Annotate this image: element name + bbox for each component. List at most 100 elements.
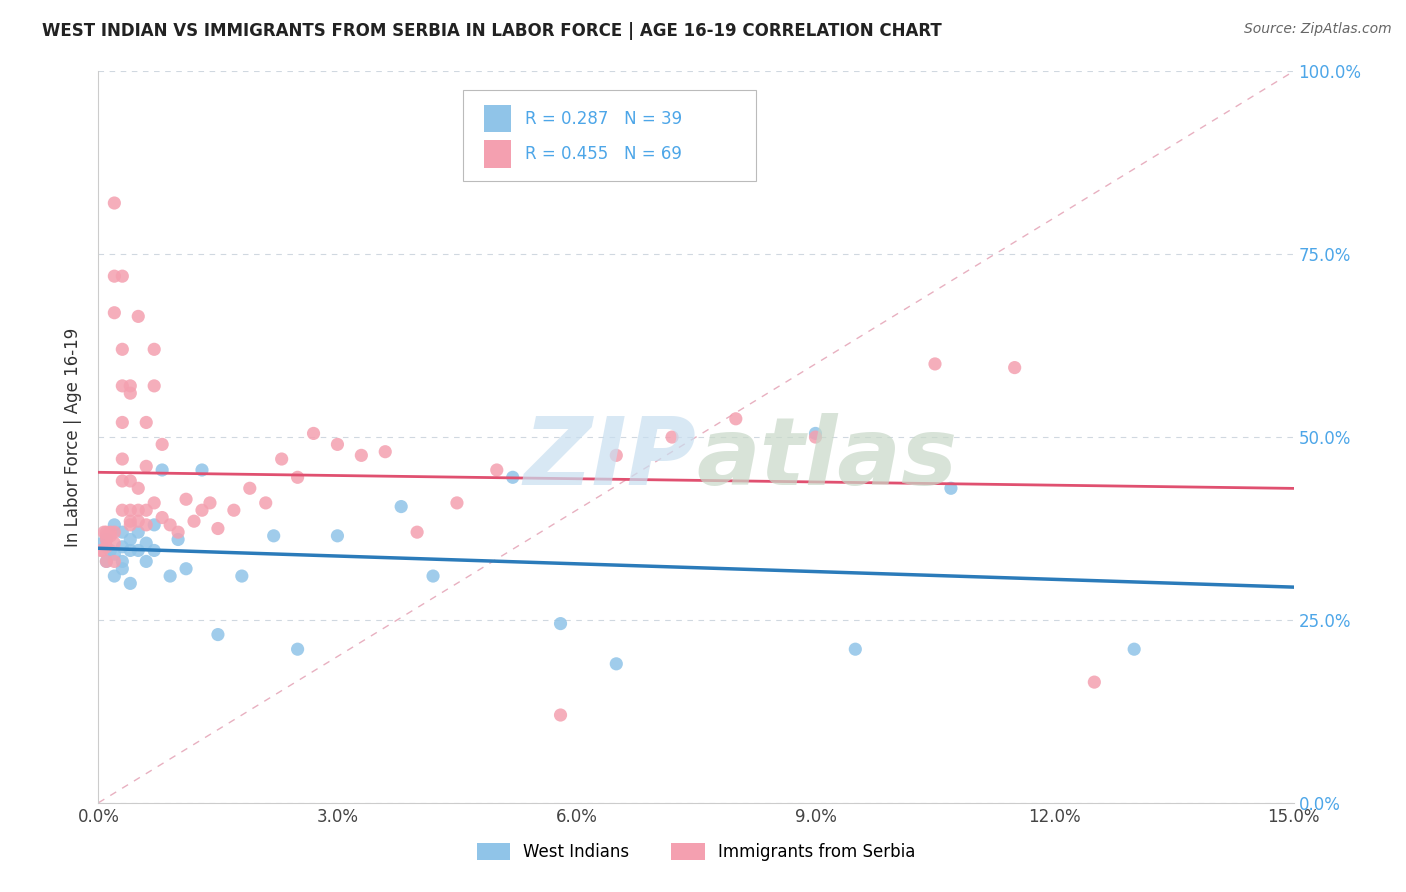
Point bbox=[111, 474, 134, 488]
Point bbox=[143, 343, 166, 357]
Point bbox=[446, 496, 468, 510]
Text: Source: ZipAtlas.com: Source: ZipAtlas.com bbox=[1244, 22, 1392, 37]
Point bbox=[135, 554, 157, 568]
Point bbox=[120, 474, 142, 488]
Point bbox=[111, 343, 134, 357]
Text: atlas: atlas bbox=[696, 413, 957, 505]
Point bbox=[174, 562, 197, 576]
Point bbox=[135, 503, 157, 517]
Point bbox=[111, 562, 134, 576]
Point bbox=[111, 379, 134, 393]
Point bbox=[111, 554, 134, 568]
Point bbox=[111, 269, 134, 284]
Point bbox=[120, 517, 142, 532]
Point bbox=[183, 514, 205, 528]
Point bbox=[191, 503, 214, 517]
Point bbox=[302, 426, 325, 441]
Point bbox=[550, 616, 572, 631]
Point bbox=[159, 517, 181, 532]
Point bbox=[120, 576, 142, 591]
Point bbox=[485, 463, 508, 477]
Text: R = 0.455   N = 69: R = 0.455 N = 69 bbox=[524, 145, 682, 163]
Point bbox=[167, 525, 190, 540]
Point bbox=[174, 492, 197, 507]
Text: ZIP: ZIP bbox=[523, 413, 696, 505]
Point bbox=[103, 269, 125, 284]
Point bbox=[143, 543, 166, 558]
Point bbox=[103, 547, 125, 561]
Point bbox=[93, 525, 115, 540]
Point bbox=[924, 357, 946, 371]
Point bbox=[135, 459, 157, 474]
Point bbox=[1083, 675, 1105, 690]
Point bbox=[98, 543, 122, 558]
Point bbox=[231, 569, 253, 583]
Point bbox=[127, 525, 149, 540]
Text: R = 0.287   N = 39: R = 0.287 N = 39 bbox=[524, 110, 682, 128]
Point bbox=[98, 529, 122, 543]
Point bbox=[127, 310, 149, 324]
Point bbox=[287, 470, 309, 484]
Point bbox=[159, 569, 181, 583]
Point bbox=[111, 525, 134, 540]
Point bbox=[127, 503, 149, 517]
Point bbox=[605, 448, 627, 462]
Point bbox=[605, 657, 627, 671]
Point bbox=[198, 496, 221, 510]
Point bbox=[127, 514, 149, 528]
Point bbox=[191, 463, 214, 477]
Point bbox=[150, 463, 173, 477]
Point bbox=[326, 437, 349, 451]
Point bbox=[143, 496, 166, 510]
Point bbox=[270, 452, 292, 467]
Point bbox=[287, 642, 309, 657]
Point bbox=[103, 517, 125, 532]
Point bbox=[96, 554, 118, 568]
Point bbox=[374, 444, 396, 458]
Point bbox=[143, 517, 166, 532]
Point bbox=[389, 500, 412, 514]
Point bbox=[120, 543, 142, 558]
Point bbox=[120, 386, 142, 401]
Point bbox=[120, 514, 142, 528]
Point bbox=[422, 569, 444, 583]
Point bbox=[804, 430, 827, 444]
Point bbox=[502, 470, 524, 484]
Point bbox=[350, 448, 373, 462]
Point bbox=[222, 503, 245, 517]
Point bbox=[111, 540, 134, 554]
Point bbox=[127, 543, 149, 558]
Point bbox=[661, 430, 683, 444]
Point bbox=[120, 379, 142, 393]
Point bbox=[111, 452, 134, 467]
Point bbox=[724, 412, 747, 426]
Point bbox=[91, 543, 114, 558]
Point bbox=[103, 569, 125, 583]
Point bbox=[96, 540, 118, 554]
Point bbox=[103, 536, 125, 550]
Point bbox=[120, 533, 142, 547]
Point bbox=[96, 533, 118, 547]
FancyBboxPatch shape bbox=[463, 90, 756, 181]
Point bbox=[103, 196, 125, 211]
Point bbox=[326, 529, 349, 543]
FancyBboxPatch shape bbox=[485, 104, 510, 132]
Point bbox=[207, 627, 229, 641]
Point bbox=[111, 416, 134, 430]
Point bbox=[90, 543, 112, 558]
Point bbox=[135, 416, 157, 430]
Point bbox=[96, 525, 118, 540]
Point bbox=[127, 481, 149, 495]
Point bbox=[207, 521, 229, 535]
Text: WEST INDIAN VS IMMIGRANTS FROM SERBIA IN LABOR FORCE | AGE 16-19 CORRELATION CHA: WEST INDIAN VS IMMIGRANTS FROM SERBIA IN… bbox=[42, 22, 942, 40]
Point bbox=[143, 379, 166, 393]
Point bbox=[254, 496, 277, 510]
Point bbox=[103, 306, 125, 320]
Point bbox=[550, 708, 572, 723]
Point bbox=[120, 503, 142, 517]
Point bbox=[939, 481, 962, 495]
Point bbox=[98, 525, 122, 540]
Point bbox=[135, 517, 157, 532]
Point bbox=[103, 525, 125, 540]
Point bbox=[96, 529, 118, 543]
